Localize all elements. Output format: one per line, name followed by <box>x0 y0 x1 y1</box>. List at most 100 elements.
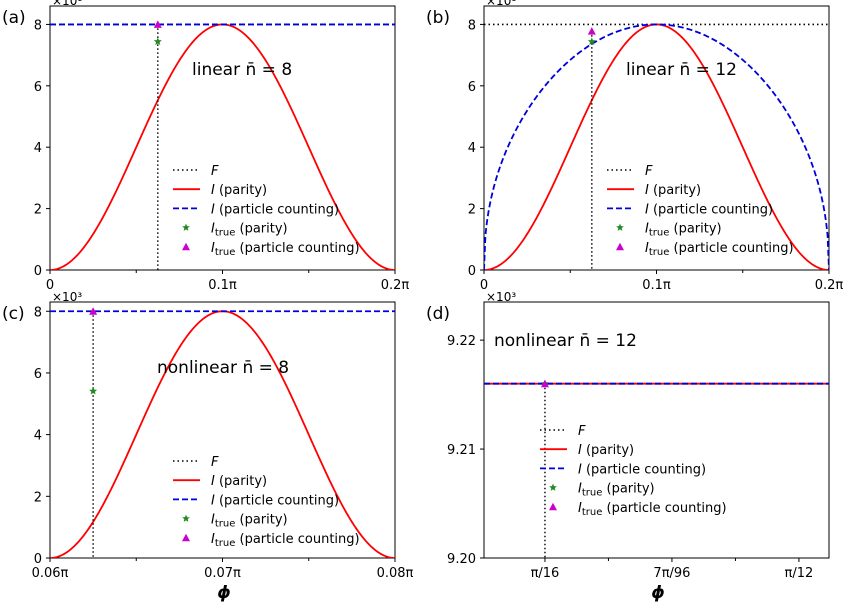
legend: F I (parity) I (particle counting) Itrue (p… <box>607 164 794 258</box>
plot-area <box>50 310 395 558</box>
legend-label: F <box>211 164 219 179</box>
panel-b: 0 0.1π 0.2π 0 2 4 6 8 ×10¹ (b) linear n̄ = 12 F I (p… <box>426 0 843 293</box>
legend-label: I (particle counting) <box>578 462 706 477</box>
x-tick-label: π/12 <box>785 566 814 581</box>
panel-label: (a) <box>2 8 26 28</box>
legend-label: I (parity) <box>578 443 634 458</box>
x-tick-label: 0.08π <box>377 566 414 581</box>
y-tick-label: 2 <box>34 203 42 218</box>
legend-swatch-star <box>549 483 557 491</box>
x-axis-label-right: ϕ <box>651 583 665 603</box>
legend-label: Itrue (particle counting) <box>211 532 360 549</box>
legend-label: I (particle counting) <box>211 202 339 217</box>
legend-swatch-star <box>182 223 190 231</box>
marker-triangle-counting <box>89 307 98 315</box>
legend-entry: F <box>173 164 219 179</box>
legend-swatch-star <box>182 514 190 522</box>
panel-label: (b) <box>426 8 450 28</box>
y-tick-label: 0 <box>468 264 476 279</box>
y-tick-label: 9.22 <box>447 334 476 349</box>
legend: F I (parity) I (particle counting) Itrue (p… <box>173 455 360 549</box>
y-scale-label: ×10¹ <box>486 0 516 8</box>
marker-star-parity <box>153 37 162 46</box>
inset-annotation: linear n̄ = 12 <box>626 60 737 80</box>
legend-entry: I (particle counting) <box>173 202 339 217</box>
plot-frame <box>483 301 830 559</box>
y-tick-label: 4 <box>468 141 476 156</box>
x-tick-label: 0.2π <box>381 278 410 293</box>
panel-a: 0 0.1π 0.2π 0 2 4 6 8 ×10¹ (a) linear n̄ = 8 F I (pa… <box>2 0 409 293</box>
legend-entry: I (parity) <box>173 183 267 198</box>
marker-triangle-counting <box>153 20 162 28</box>
legend-entry: Itrue (particle counting) <box>616 241 794 258</box>
legend-entry: Itrue (particle counting) <box>549 501 727 518</box>
legend-swatch-triangle <box>549 502 557 511</box>
y-scale-label: ×10³ <box>52 290 82 304</box>
x-tick-label: 0.06π <box>32 566 69 581</box>
y-tick-label: 9.20 <box>447 552 476 567</box>
legend-label: Itrue (particle counting) <box>211 241 360 258</box>
legend-swatch-triangle <box>182 242 190 251</box>
inset-annotation: linear n̄ = 8 <box>192 60 292 80</box>
legend-entry: I (parity) <box>540 443 634 458</box>
y-tick-label: 8 <box>34 305 42 320</box>
legend-label: Itrue (parity) <box>211 222 288 239</box>
legend-label: F <box>645 164 653 179</box>
y-tick-label: 4 <box>34 429 42 444</box>
y-tick-label: 9.21 <box>447 443 476 458</box>
legend-swatch-triangle <box>616 242 624 251</box>
x-tick-label: π/16 <box>531 566 560 581</box>
y-tick-label: 2 <box>34 490 42 505</box>
legend-entry: I (particle counting) <box>540 462 706 477</box>
legend-swatch-star <box>616 223 624 231</box>
legend-entry: Itrue (parity) <box>549 482 655 499</box>
legend-entry: I (parity) <box>607 183 701 198</box>
y-tick-label: 6 <box>468 80 476 95</box>
panel-d: π/16 7π/96 π/12 9.20 9.21 9.22 ×10³ (d) nonlinea… <box>426 290 830 581</box>
legend: F I (parity) I (particle counting) Itrue (p… <box>173 164 360 258</box>
legend-entry: Itrue (parity) <box>616 222 722 239</box>
legend-entry: Itrue (parity) <box>182 513 288 530</box>
legend-entry: Itrue (particle counting) <box>182 532 360 549</box>
panel-label: (d) <box>426 304 450 324</box>
marker-triangle-counting <box>587 27 596 35</box>
legend-label: Itrue (parity) <box>578 482 655 499</box>
x-tick-label: 0 <box>480 278 488 293</box>
y-tick-label: 0 <box>34 264 42 279</box>
y-tick-label: 6 <box>34 367 42 382</box>
y-tick-label: 0 <box>34 552 42 567</box>
legend-entry: F <box>540 424 586 439</box>
x-tick-label: 0.07π <box>204 566 241 581</box>
x-axis-label-left: ϕ <box>217 583 231 603</box>
legend-label: Itrue (particle counting) <box>645 241 794 258</box>
legend-entry: I (parity) <box>173 474 267 489</box>
legend-entry: I (particle counting) <box>607 202 773 217</box>
inset-annotation: nonlinear n̄ = 12 <box>494 331 637 351</box>
y-tick-label: 4 <box>34 141 42 156</box>
y-tick-label: 8 <box>468 18 476 33</box>
marker-star-parity <box>587 37 596 46</box>
legend-swatch-triangle <box>182 533 190 542</box>
panel-label: (c) <box>2 304 25 324</box>
x-tick-label: 0.1π <box>208 278 237 293</box>
legend-entry: I (particle counting) <box>173 493 339 508</box>
y-scale-label: ×10³ <box>486 290 516 304</box>
x-tick-label: 0.1π <box>642 278 671 293</box>
y-tick-label: 8 <box>34 18 42 33</box>
legend-label: I (particle counting) <box>645 202 773 217</box>
panel-c: 0.06π 0.07π 0.08π 0 2 4 6 8 ×10³ (c) nonlinear n̄ … <box>2 290 414 581</box>
plot-area <box>484 23 829 270</box>
legend-label: F <box>578 424 586 439</box>
legend-entry: Itrue (parity) <box>182 222 288 239</box>
legend-entry: F <box>607 164 653 179</box>
series-counting-line <box>484 23 829 270</box>
legend-label: Itrue (parity) <box>211 513 288 530</box>
legend-entry: F <box>173 455 219 470</box>
legend-label: F <box>211 455 219 470</box>
legend-label: Itrue (particle counting) <box>578 501 727 518</box>
x-tick-label: 0 <box>46 278 54 293</box>
marker-triangle-counting <box>540 379 549 388</box>
x-tick-label: 0.2π <box>815 278 844 293</box>
y-scale-label: ×10¹ <box>52 0 82 8</box>
